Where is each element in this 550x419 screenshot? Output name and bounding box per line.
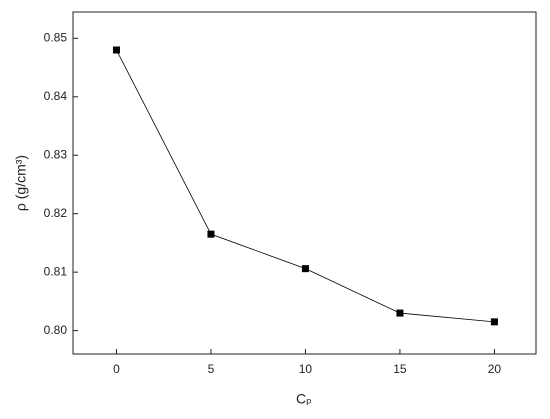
point	[396, 309, 404, 317]
plot-frame	[72, 11, 537, 355]
y-tick-label: 0.82	[44, 206, 68, 220]
x-axis-label: Cₚ	[296, 391, 312, 407]
x-tick-label: 5	[208, 362, 215, 376]
y-tick-label: 0.81	[44, 264, 68, 278]
y-axis-label: ρ (g/cm³)	[13, 155, 29, 211]
y-tick-label: 0.80	[44, 323, 68, 337]
point	[301, 265, 309, 273]
point	[207, 230, 215, 238]
x-tick-label: 10	[299, 362, 313, 376]
series-line	[116, 49, 495, 323]
y-tick-label: 0.83	[44, 147, 68, 161]
point	[112, 46, 120, 54]
point	[490, 318, 498, 326]
x-tick-label: 20	[488, 362, 502, 376]
x-tick-label: 15	[393, 362, 407, 376]
x-tick-label: 0	[113, 362, 120, 376]
y-tick-label: 0.85	[44, 30, 68, 44]
y-tick-label: 0.84	[44, 89, 68, 103]
